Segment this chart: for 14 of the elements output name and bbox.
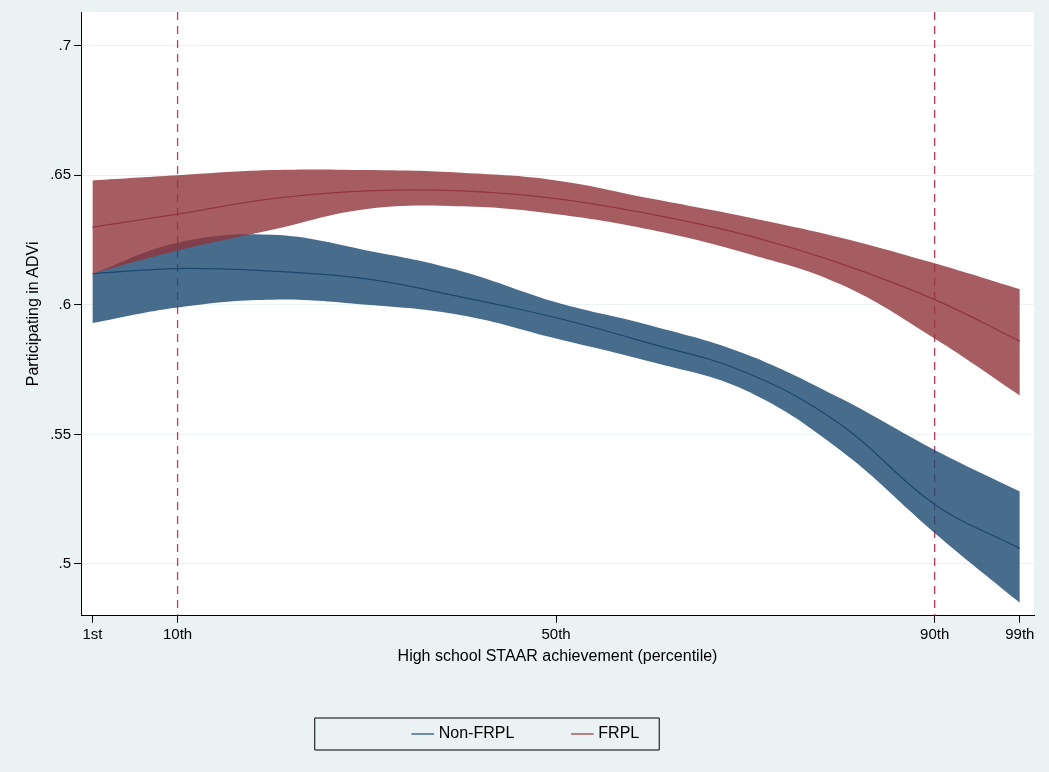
x-tick-label: 99th [1005, 624, 1035, 642]
x-tick-label: 50th [541, 624, 571, 642]
x-axis-title: High school STAAR achievement (percentile) [397, 646, 718, 664]
y-tick-label: .65 [50, 165, 72, 183]
y-tick-label: .7 [58, 35, 72, 53]
x-tick-label: 90th [920, 624, 950, 642]
x-tick-label: 10th [162, 624, 193, 642]
legend-label: FRPL [598, 724, 640, 742]
legend-label: Non-FRPL [438, 724, 515, 742]
y-tick-label: .6 [58, 294, 72, 312]
x-tick-label: 1st [82, 624, 104, 642]
y-tick-label: .5 [58, 554, 72, 572]
y-tick-label: .55 [50, 424, 72, 442]
y-axis-title: Participating in ADVi [24, 241, 42, 387]
